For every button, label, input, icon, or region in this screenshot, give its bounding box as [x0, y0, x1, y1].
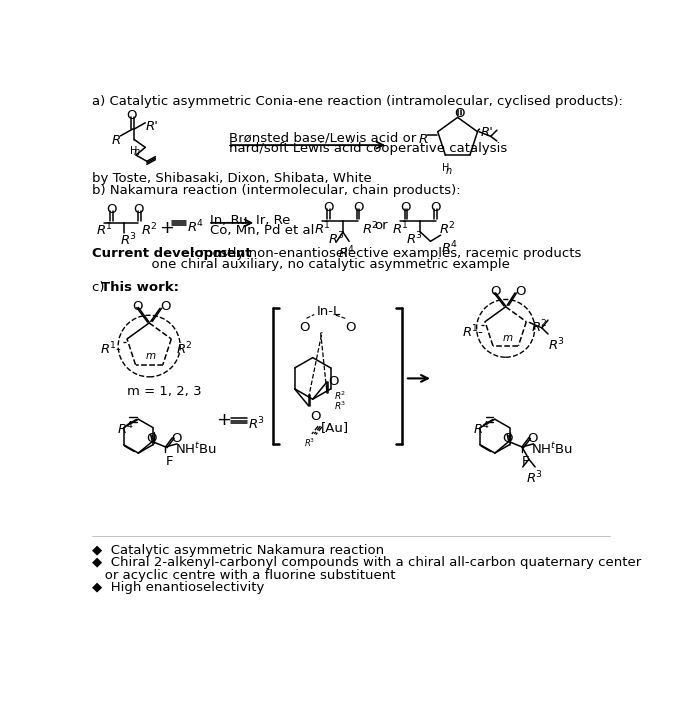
Text: R$^1$-: R$^1$-: [462, 323, 484, 340]
Text: In-L: In-L: [316, 305, 341, 318]
Text: O: O: [105, 203, 116, 216]
Text: : mostly non-enantioselective examples, racemic products: : mostly non-enantioselective examples, …: [191, 247, 582, 260]
Text: Brønsted base/Lewis acid or: Brønsted base/Lewis acid or: [229, 132, 416, 145]
Text: R$^1$: R$^1$: [392, 220, 408, 237]
Text: O: O: [134, 203, 144, 216]
Text: +: +: [159, 219, 174, 237]
Text: O: O: [310, 410, 321, 423]
Text: In, Ru, Ir, Re: In, Ru, Ir, Re: [210, 214, 290, 227]
Text: R$^2$: R$^2$: [439, 220, 456, 237]
Text: +: +: [216, 410, 231, 429]
Text: R': R': [145, 120, 158, 134]
Text: b) Nakamura reaction (intermolecular, chain products):: b) Nakamura reaction (intermolecular, ch…: [92, 184, 460, 197]
Text: R$^2$: R$^2$: [362, 220, 377, 237]
Text: F: F: [166, 455, 173, 468]
Text: R$^4$: R$^4$: [473, 420, 490, 438]
Text: R$^3$: R$^3$: [121, 232, 137, 248]
Text: O: O: [328, 375, 338, 388]
Text: R': R': [481, 126, 493, 139]
Text: R$^4$: R$^4$: [187, 219, 204, 236]
Text: hard/soft Lewis acid cooperative catalysis: hard/soft Lewis acid cooperative catalys…: [229, 142, 508, 155]
Text: NH$^t$Bu: NH$^t$Bu: [532, 442, 573, 457]
Text: Co, Mn, Pd et al: Co, Mn, Pd et al: [210, 225, 315, 237]
Text: R$^3$: R$^3$: [334, 399, 346, 412]
Text: R$^3$: R$^3$: [249, 416, 265, 433]
Text: R$^3$: R$^3$: [526, 470, 543, 487]
Text: O: O: [299, 320, 309, 334]
Text: R$^3$: R$^3$: [304, 436, 315, 448]
Text: O: O: [490, 285, 501, 298]
Text: by Toste, Shibasaki, Dixon, Shibata, White: by Toste, Shibasaki, Dixon, Shibata, Whi…: [92, 172, 371, 185]
Text: H: H: [443, 164, 449, 174]
Text: O: O: [126, 109, 136, 122]
Text: O: O: [345, 320, 356, 334]
Text: a) Catalytic asymmetric Conia-ene reaction (intramolecular, cyclised products):: a) Catalytic asymmetric Conia-ene reacti…: [92, 95, 623, 108]
Text: O: O: [171, 433, 182, 445]
Text: O: O: [503, 433, 513, 445]
Text: Current development: Current development: [92, 247, 251, 260]
Text: NH$^t$Bu: NH$^t$Bu: [175, 442, 216, 457]
Text: R$^2$: R$^2$: [531, 319, 547, 335]
Text: or acyclic centre with a fluorine substituent: or acyclic centre with a fluorine substi…: [92, 568, 395, 581]
Text: R: R: [419, 133, 427, 147]
Text: R$^1$: R$^1$: [96, 222, 112, 239]
Text: R: R: [111, 134, 121, 147]
Text: O: O: [430, 202, 441, 214]
Text: R$^3$: R$^3$: [406, 230, 422, 247]
Text: R$^3$: R$^3$: [548, 337, 564, 354]
Text: O: O: [323, 202, 334, 214]
Text: ◆  High enantioselectivity: ◆ High enantioselectivity: [92, 581, 264, 594]
Text: R$^1$: R$^1$: [314, 220, 331, 237]
Text: R$^4$: R$^4$: [116, 420, 134, 438]
Text: one chiral auxiliary, no catalytic asymmetric example: one chiral auxiliary, no catalytic asymm…: [92, 258, 510, 271]
Text: O: O: [515, 285, 525, 298]
Text: H: H: [129, 146, 137, 156]
Text: R$^4$: R$^4$: [338, 245, 355, 261]
Text: O: O: [527, 433, 538, 445]
Text: R$^2$: R$^2$: [141, 222, 158, 239]
Text: R$^1$-: R$^1$-: [100, 340, 122, 357]
Text: O: O: [132, 300, 142, 313]
Text: O: O: [160, 300, 171, 313]
Text: ◆  Chiral 2-alkenyl-carbonyl compounds with a chiral all-carbon quaternary cente: ◆ Chiral 2-alkenyl-carbonyl compounds wi…: [92, 556, 641, 569]
Text: or: or: [375, 219, 388, 232]
Text: ◆  Catalytic asymmetric Nakamura reaction: ◆ Catalytic asymmetric Nakamura reaction: [92, 544, 384, 557]
Text: O: O: [400, 202, 411, 214]
Text: O: O: [146, 433, 157, 445]
Text: F: F: [522, 455, 530, 468]
Text: m = 1, 2, 3: m = 1, 2, 3: [127, 385, 202, 398]
Text: R$^4$: R$^4$: [440, 240, 458, 257]
Text: This work:: This work:: [101, 280, 179, 294]
Text: m: m: [503, 333, 512, 343]
Text: R$^2$: R$^2$: [334, 390, 346, 403]
Text: c): c): [92, 280, 109, 294]
Text: O: O: [455, 107, 465, 119]
Text: R$^3$: R$^3$: [328, 230, 345, 247]
Text: n: n: [134, 147, 140, 157]
Text: O: O: [353, 202, 364, 214]
Text: [Au]: [Au]: [321, 420, 349, 434]
Text: R$^2$: R$^2$: [176, 340, 192, 357]
Text: m: m: [146, 352, 156, 362]
Text: n: n: [446, 166, 452, 176]
